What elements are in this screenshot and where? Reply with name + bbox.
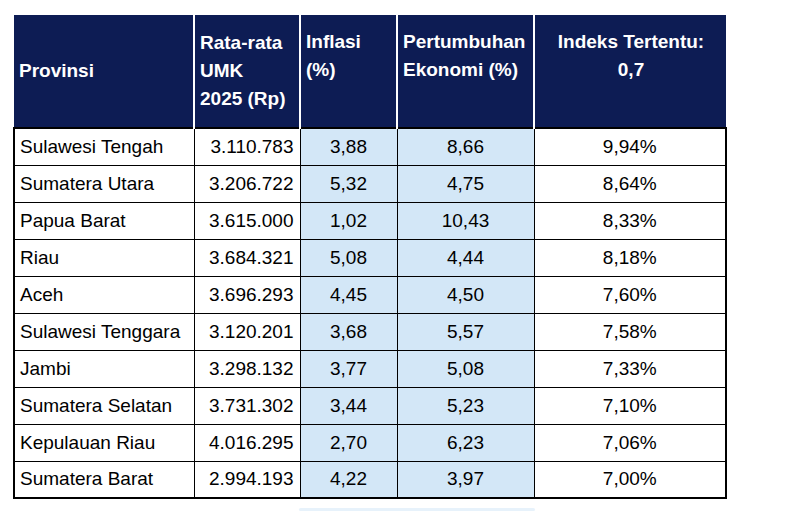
header-line: 2025 (Rp) <box>200 85 295 113</box>
shadow-artifact <box>299 508 535 511</box>
table-row: Sumatera Barat 2.994.193 4,22 3,97 7,00% <box>14 461 726 498</box>
cell-umk: 2.994.193 <box>194 461 300 498</box>
table-body: Sulawesi Tengah 3.110.783 3,88 8,66 9,94… <box>14 128 726 498</box>
cell-provinsi: Aceh <box>14 276 194 313</box>
cell-inflasi: 2,70 <box>300 424 397 461</box>
cell-inflasi: 3,77 <box>300 350 397 387</box>
header-line: Indeks Tertentu: <box>540 28 722 56</box>
cell-pertumbuhan: 4,44 <box>397 239 534 276</box>
column-header-pertumbuhan: Pertumbuhan Ekonomi (%) <box>397 15 534 128</box>
cell-umk: 3.731.302 <box>194 387 300 424</box>
column-header-provinsi: Provinsi <box>14 15 194 128</box>
header-line: (%) <box>306 56 392 84</box>
cell-indeks: 7,00% <box>534 461 726 498</box>
cell-pertumbuhan: 5,23 <box>397 387 534 424</box>
table-row: Papua Barat 3.615.000 1,02 10,43 8,33% <box>14 202 726 239</box>
cell-pertumbuhan: 6,23 <box>397 424 534 461</box>
umk-table: Provinsi Rata-rata UMK 2025 (Rp) Inflasi… <box>13 15 727 499</box>
cell-inflasi: 5,32 <box>300 165 397 202</box>
column-header-indeks: Indeks Tertentu: 0,7 <box>534 15 726 128</box>
table-header: Provinsi Rata-rata UMK 2025 (Rp) Inflasi… <box>14 15 726 128</box>
cell-pertumbuhan: 8,66 <box>397 128 534 165</box>
cell-umk: 4.016.295 <box>194 424 300 461</box>
cell-umk: 3.684.321 <box>194 239 300 276</box>
cell-inflasi: 1,02 <box>300 202 397 239</box>
cell-provinsi: Sumatera Selatan <box>14 387 194 424</box>
cell-provinsi: Kepulauan Riau <box>14 424 194 461</box>
cell-inflasi: 3,68 <box>300 313 397 350</box>
cell-pertumbuhan: 10,43 <box>397 202 534 239</box>
cell-umk: 3.206.722 <box>194 165 300 202</box>
cell-umk: 3.298.132 <box>194 350 300 387</box>
cell-indeks: 8,33% <box>534 202 726 239</box>
header-line: UMK <box>200 57 295 85</box>
cell-pertumbuhan: 4,50 <box>397 276 534 313</box>
cell-provinsi: Jambi <box>14 350 194 387</box>
header-line: Inflasi <box>306 28 392 56</box>
cell-pertumbuhan: 5,57 <box>397 313 534 350</box>
table-row: Jambi 3.298.132 3,77 5,08 7,33% <box>14 350 726 387</box>
cell-provinsi: Sulawesi Tengah <box>14 128 194 165</box>
table-row: Sumatera Utara 3.206.722 5,32 4,75 8,64% <box>14 165 726 202</box>
cell-provinsi: Sumatera Barat <box>14 461 194 498</box>
cell-pertumbuhan: 5,08 <box>397 350 534 387</box>
cell-indeks: 7,60% <box>534 276 726 313</box>
umk-table-container: Provinsi Rata-rata UMK 2025 (Rp) Inflasi… <box>13 15 727 499</box>
cell-provinsi: Sulawesi Tenggara <box>14 313 194 350</box>
cell-umk: 3.615.000 <box>194 202 300 239</box>
table-row: Sumatera Selatan 3.731.302 3,44 5,23 7,1… <box>14 387 726 424</box>
table-row: Sulawesi Tenggara 3.120.201 3,68 5,57 7,… <box>14 313 726 350</box>
cell-inflasi: 3,44 <box>300 387 397 424</box>
cell-indeks: 7,58% <box>534 313 726 350</box>
cell-provinsi: Riau <box>14 239 194 276</box>
header-line: 0,7 <box>540 56 722 84</box>
cell-indeks: 7,10% <box>534 387 726 424</box>
header-line: Rata-rata <box>200 29 295 57</box>
cell-indeks: 9,94% <box>534 128 726 165</box>
header-row: Provinsi Rata-rata UMK 2025 (Rp) Inflasi… <box>14 15 726 128</box>
header-line: Provinsi <box>19 57 189 85</box>
cell-umk: 3.696.293 <box>194 276 300 313</box>
cell-umk: 3.110.783 <box>194 128 300 165</box>
cell-indeks: 8,18% <box>534 239 726 276</box>
cell-umk: 3.120.201 <box>194 313 300 350</box>
header-line: Ekonomi (%) <box>403 56 529 84</box>
cell-inflasi: 4,22 <box>300 461 397 498</box>
column-header-umk: Rata-rata UMK 2025 (Rp) <box>194 15 300 128</box>
cell-indeks: 7,06% <box>534 424 726 461</box>
column-header-inflasi: Inflasi (%) <box>300 15 397 128</box>
table-row: Riau 3.684.321 5,08 4,44 8,18% <box>14 239 726 276</box>
cell-pertumbuhan: 3,97 <box>397 461 534 498</box>
table-row: Kepulauan Riau 4.016.295 2,70 6,23 7,06% <box>14 424 726 461</box>
cell-inflasi: 4,45 <box>300 276 397 313</box>
cell-indeks: 7,33% <box>534 350 726 387</box>
cell-inflasi: 3,88 <box>300 128 397 165</box>
cell-provinsi: Papua Barat <box>14 202 194 239</box>
cell-inflasi: 5,08 <box>300 239 397 276</box>
table-row: Aceh 3.696.293 4,45 4,50 7,60% <box>14 276 726 313</box>
header-line: Pertumbuhan <box>403 28 529 56</box>
cell-indeks: 8,64% <box>534 165 726 202</box>
cell-pertumbuhan: 4,75 <box>397 165 534 202</box>
cell-provinsi: Sumatera Utara <box>14 165 194 202</box>
table-row: Sulawesi Tengah 3.110.783 3,88 8,66 9,94… <box>14 128 726 165</box>
